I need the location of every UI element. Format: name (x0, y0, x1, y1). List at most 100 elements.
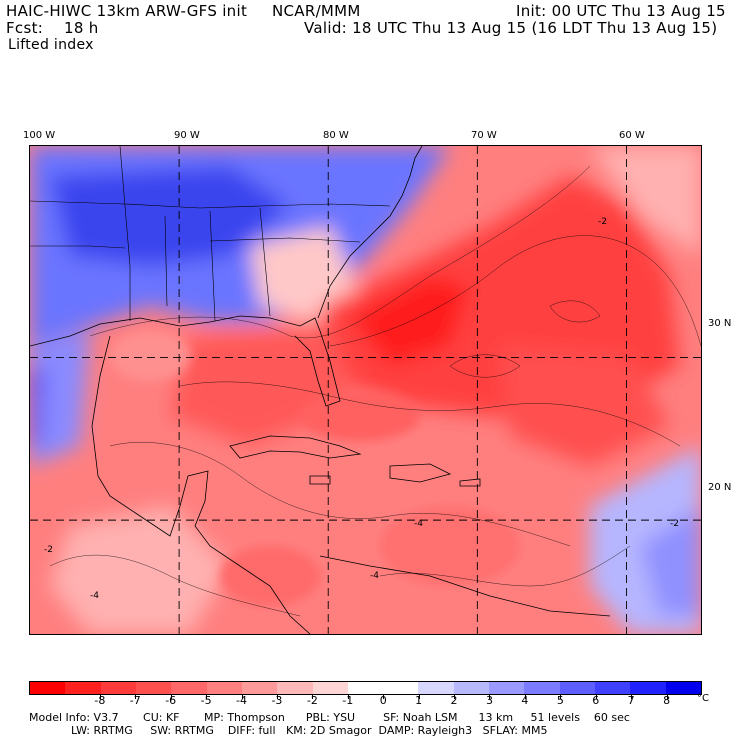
gulf-west-cell (110, 331, 190, 381)
color-scale-tick (595, 695, 597, 699)
color-scale-tick (276, 695, 278, 699)
model-info-line-1: Model Info: V3.7 CU: KF MP: Thompson PBL… (29, 711, 630, 724)
contour-6 (379, 545, 631, 587)
color-scale-tick-label: -4 (236, 694, 247, 707)
color-scale-swatch (241, 682, 278, 694)
contour-label: -4 (370, 571, 379, 581)
unstable-atlantic (500, 346, 670, 466)
contour-label: -2 (44, 545, 53, 555)
lifted-index-map: -2 -4 -2 -4 -4 -2 (29, 145, 702, 635)
contours (49, 165, 701, 617)
color-scale-tick (312, 695, 314, 699)
lat-label-20n: 20 N (708, 482, 732, 493)
color-scale-swatch (277, 682, 313, 694)
color-scale-swatch (524, 682, 560, 694)
color-scale-swatch (595, 682, 631, 694)
lon-label-70w: 70 W (471, 130, 497, 141)
color-scale-tick-label: 3 (485, 694, 493, 707)
color-scale-swatch (383, 682, 419, 694)
stable-region-west (30, 331, 90, 466)
contour-labels: -2 -4 -2 -4 -4 -2 (44, 217, 679, 601)
color-scale-tick-label: -5 (200, 694, 212, 707)
unit-label: °C (697, 693, 709, 704)
color-scale-tick-label: -7 (129, 694, 141, 707)
contour-5 (49, 554, 301, 617)
color-scale-swatch (206, 682, 242, 694)
color-scale-swatch (65, 682, 101, 694)
color-scale-tick-label: 1 (415, 694, 423, 707)
contour-7 (449, 354, 521, 378)
caribbean-south-cell (380, 506, 520, 586)
state-border-5 (259, 207, 271, 317)
color-scale-tick-label: -3 (271, 694, 283, 707)
field-shading (30, 146, 701, 634)
color-scale-tick (383, 695, 385, 699)
color-scale-swatch (135, 682, 172, 694)
hispaniola-outline (389, 463, 452, 483)
lon-label-80w: 80 W (323, 130, 349, 141)
color-scale-tick-label: 5 (556, 694, 564, 707)
color-scale-swatch (489, 682, 525, 694)
state-border-2 (30, 200, 391, 209)
color-scale-tick (135, 695, 137, 699)
color-scale-tick (524, 695, 526, 699)
color-scale-swatch (30, 682, 66, 694)
valid-time: Valid: 18 UTC Thu 13 Aug 15 (16 LDT Thu … (304, 19, 718, 37)
contour-1 (89, 165, 591, 339)
color-scale-tick (418, 695, 420, 699)
map-canvas: -2 -4 -2 -4 -4 -2 (30, 146, 701, 634)
color-scale-tick-label: 2 (450, 694, 458, 707)
lon-label-90w: 90 W (174, 130, 200, 141)
color-scale-tick-label: 4 (521, 694, 529, 707)
init-time: Init: 00 UTC Thu 13 Aug 15 (516, 2, 726, 20)
field-detail (110, 331, 520, 606)
weak-instability-northeast (590, 146, 701, 256)
us-gulf-coast (30, 315, 341, 407)
contour-4 (109, 442, 571, 547)
color-scale-tick (206, 695, 208, 699)
weak-instability-southwest (50, 506, 230, 634)
color-scale-tick (489, 695, 491, 699)
mexico-central-america-coast (91, 335, 311, 634)
field-name: Lifted index (8, 37, 94, 53)
color-scale-tick-label: 0 (379, 694, 387, 707)
color-scale-tick (560, 695, 562, 699)
latlon-grid (30, 146, 701, 634)
lon-label-60w: 60 W (619, 130, 645, 141)
cuba-outline (229, 435, 362, 459)
color-scale-tick (347, 695, 349, 699)
color-scale-swatch (453, 682, 490, 694)
lat-label-30n: 30 N (708, 318, 732, 329)
weak-instability-zone (250, 226, 360, 321)
color-scale-swatch (312, 682, 348, 694)
stable-core-west (30, 366, 45, 446)
color-scale-swatch (100, 682, 136, 694)
color-scale-swatch (347, 682, 384, 694)
color-scale-tick (99, 695, 101, 699)
color-scale-tick-label: 6 (592, 694, 600, 707)
fcst-label: Fcst: (6, 19, 44, 37)
color-scale-swatch (630, 682, 666, 694)
model-info-line-2: LW: RRTMG SW: RRTMG DIFF: full KM: 2D Sm… (29, 724, 548, 737)
contour-3 (179, 381, 681, 447)
caribbean-cell (300, 391, 420, 441)
contour-label: -4 (90, 591, 99, 601)
color-scale-tick (454, 695, 456, 699)
contour-label: -2 (670, 519, 679, 529)
color-scale-swatch (418, 682, 454, 694)
color-scale-swatch (665, 682, 701, 694)
puerto-rico-outline (459, 478, 481, 487)
state-borders (30, 146, 391, 322)
color-scale-tick-label: 7 (627, 694, 635, 707)
color-scale-tick (170, 695, 172, 699)
color-scale-swatch (559, 682, 595, 694)
coastlines (30, 146, 611, 634)
contour-2 (329, 235, 701, 347)
color-scale-tick-label: -2 (306, 694, 318, 707)
south-america-coast (319, 555, 611, 617)
color-scale-bar (29, 681, 702, 695)
state-border-3 (164, 215, 168, 307)
color-scale-swatch (171, 682, 207, 694)
color-scale-tick-label: 8 (663, 694, 671, 707)
model-title: HAIC-HIWC 13km ARW-GFS init (6, 2, 248, 20)
